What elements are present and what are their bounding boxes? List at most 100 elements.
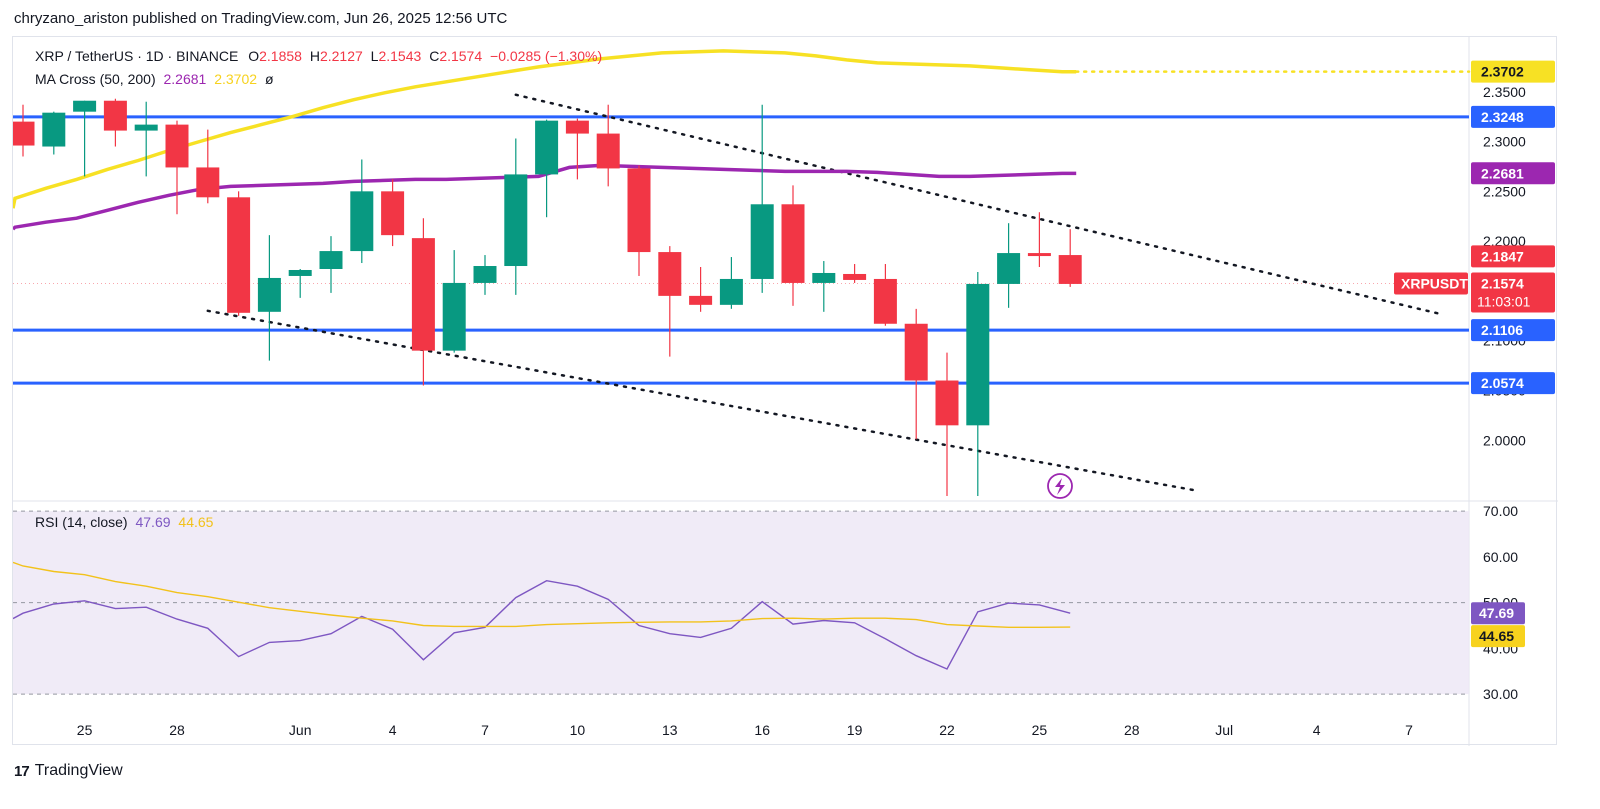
level-2-price-tag: 2.1106 bbox=[1481, 322, 1523, 338]
candle-body bbox=[535, 120, 559, 175]
x-tick-label: 10 bbox=[570, 722, 586, 738]
tradingview-brand[interactable]: 17 TradingView bbox=[14, 762, 123, 780]
candle-body bbox=[350, 191, 374, 252]
candle-28 bbox=[843, 264, 867, 283]
candle-30 bbox=[904, 308, 928, 440]
candle-body bbox=[165, 124, 189, 168]
candle-14 bbox=[411, 218, 435, 386]
open-label: O bbox=[248, 48, 260, 64]
candle-8 bbox=[227, 191, 251, 316]
candle-29 bbox=[873, 264, 897, 326]
rsi-tag-bg bbox=[1471, 602, 1525, 625]
change-value: −0.0285 (−1.30%) bbox=[490, 48, 603, 64]
candle-body bbox=[381, 191, 405, 236]
level-3-price-tag-bg bbox=[1471, 372, 1555, 395]
candle-body bbox=[966, 283, 990, 426]
ma50-price-tag: 2.2681 bbox=[1481, 165, 1524, 181]
candle-body bbox=[781, 204, 805, 283]
candle-31 bbox=[935, 352, 959, 497]
candle-body bbox=[134, 124, 158, 131]
candle-7 bbox=[196, 129, 220, 204]
trendline-1 bbox=[514, 93, 1442, 316]
ohlc-legend: XRP / TetherUS · 1D · BINANCE O2.1858 H 2… bbox=[35, 48, 602, 64]
candle-body bbox=[719, 278, 743, 305]
ma50-legend-value: 2.2681 bbox=[163, 71, 207, 87]
level-3-price-tag: 2.0574 bbox=[1481, 375, 1524, 391]
rsi-ma-legend-value: 44.65 bbox=[178, 514, 214, 530]
rsi-tick-label: 70.00 bbox=[1483, 503, 1518, 519]
candle-body bbox=[504, 174, 528, 267]
candle-5 bbox=[134, 101, 158, 177]
rsi-line bbox=[13, 579, 1071, 670]
trendline-2 bbox=[206, 309, 1195, 492]
candle-35 bbox=[1058, 229, 1082, 287]
rsi-tick-label: 30.00 bbox=[1483, 686, 1518, 702]
rsi-ma-tag-bg bbox=[1471, 625, 1525, 648]
candle-11 bbox=[319, 236, 343, 293]
candle-body bbox=[658, 252, 682, 296]
last-price-value: 2.1574 bbox=[1481, 276, 1524, 292]
candle-17 bbox=[504, 138, 528, 295]
ma50-line bbox=[13, 163, 1077, 231]
price-tick-label: 2.2000 bbox=[1483, 233, 1526, 249]
x-tick-label: 4 bbox=[389, 722, 397, 738]
ma-cross-label[interactable]: MA Cross (50, 200) bbox=[35, 71, 156, 87]
level-2-price-tag-bg bbox=[1471, 319, 1555, 342]
candle-body bbox=[442, 282, 466, 351]
symbol-label[interactable]: XRP / TetherUS · 1D · BINANCE bbox=[35, 48, 239, 64]
candle-24 bbox=[719, 257, 743, 309]
rsi-label[interactable]: RSI (14, close) bbox=[35, 514, 128, 530]
x-tick-label: 19 bbox=[847, 722, 863, 738]
price-tick-label: 2.0000 bbox=[1483, 432, 1526, 448]
x-tick-label: 22 bbox=[939, 722, 955, 738]
x-tick-label: Jul bbox=[1215, 722, 1233, 738]
candle-26 bbox=[781, 185, 805, 306]
candle-body bbox=[13, 121, 35, 146]
rsi-tick-label: 60.00 bbox=[1483, 549, 1518, 565]
candle-body bbox=[627, 168, 651, 253]
candle-body bbox=[227, 197, 251, 313]
close-value: 2.1574 bbox=[439, 48, 483, 64]
candle-body bbox=[411, 238, 435, 351]
candle-body bbox=[565, 120, 589, 134]
ma200-price-tag: 2.3702 bbox=[1481, 64, 1524, 80]
last-price-tag-bg bbox=[1471, 272, 1555, 313]
ma-status-icon: ø bbox=[264, 71, 274, 87]
high-label: H bbox=[309, 48, 320, 64]
low-value: 2.1543 bbox=[378, 48, 422, 64]
publisher-caption: chryzano_ariston published on TradingVie… bbox=[14, 10, 508, 27]
candle-3 bbox=[73, 100, 97, 177]
candle-4 bbox=[103, 98, 127, 147]
candle-body bbox=[997, 253, 1021, 284]
chart-canvas[interactable]: 2.00002.05002.10002.15002.20002.25002.30… bbox=[13, 37, 1558, 746]
ma50-price-tag-bg bbox=[1471, 162, 1555, 185]
x-tick-label: Jun bbox=[289, 722, 312, 738]
alert-bolt-icon bbox=[1055, 478, 1065, 495]
candle-19 bbox=[565, 118, 589, 180]
candle-body bbox=[319, 251, 343, 269]
x-tick-label: 25 bbox=[1032, 722, 1048, 738]
level-1-price-tag-bg bbox=[1471, 105, 1555, 128]
candle-body bbox=[42, 112, 66, 147]
candle-body bbox=[1058, 255, 1082, 284]
open-value: 2.1858 bbox=[259, 48, 302, 64]
candle-body bbox=[1027, 253, 1051, 257]
tradingview-logo-icon: 17 bbox=[14, 762, 30, 780]
symbol-tag-bg bbox=[1394, 272, 1468, 295]
candle-6 bbox=[165, 120, 189, 215]
candle-13 bbox=[381, 179, 405, 247]
x-tick-label: 7 bbox=[1405, 722, 1413, 738]
chart-frame: 2.00002.05002.10002.15002.20002.25002.30… bbox=[12, 36, 1558, 746]
candle-1 bbox=[13, 104, 35, 157]
low-label: L bbox=[370, 48, 379, 64]
rsi-ma-line bbox=[13, 561, 1071, 628]
ma200-legend-value: 2.3702 bbox=[214, 71, 258, 87]
candle-20 bbox=[596, 104, 620, 187]
candle-21 bbox=[627, 165, 651, 276]
candle-10 bbox=[288, 268, 312, 298]
candle-27 bbox=[812, 261, 836, 312]
candle-body bbox=[196, 167, 220, 198]
x-tick-label: 13 bbox=[662, 722, 678, 738]
rsi-legend: RSI (14, close) 47.69 44.65 bbox=[35, 514, 213, 530]
x-tick-label: 25 bbox=[77, 722, 93, 738]
